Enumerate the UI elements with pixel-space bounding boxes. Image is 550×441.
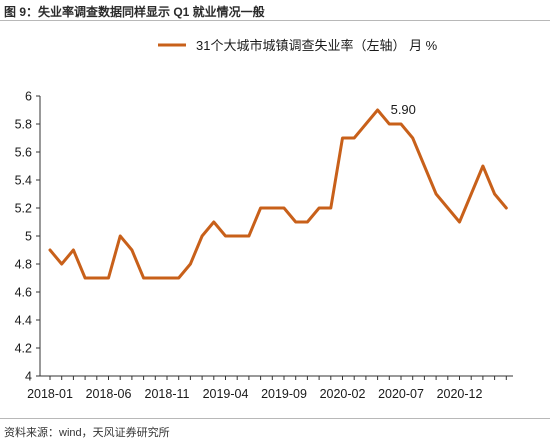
legend: 31个大城市城镇调查失业率（左轴） 月 % — [158, 38, 438, 53]
y-tick-label: 6 — [25, 90, 32, 104]
data-point — [470, 193, 473, 196]
x-tick-label: 2018-11 — [145, 387, 190, 401]
x-tick-label: 2019-04 — [203, 387, 249, 401]
data-point — [446, 207, 449, 210]
x-tick-label: 2020-02 — [320, 387, 366, 401]
x-tick-label: 2019-09 — [261, 387, 307, 401]
data-point — [95, 277, 98, 280]
data-point — [60, 263, 63, 266]
x-tick-label: 2018-01 — [27, 387, 73, 401]
data-point — [411, 137, 414, 140]
data-point — [341, 137, 344, 140]
x-tick-label: 2020-12 — [437, 387, 483, 401]
data-point — [177, 277, 180, 280]
bottom-divider — [0, 418, 550, 419]
data-point — [142, 277, 145, 280]
data-point — [388, 123, 391, 126]
data-point — [400, 123, 403, 126]
data-point — [72, 249, 75, 252]
data-point — [84, 277, 87, 280]
data-point — [458, 221, 461, 224]
data-point — [493, 193, 496, 196]
y-tick-label: 5.4 — [15, 174, 32, 188]
peak-data-label: 5.90 — [391, 102, 416, 117]
data-point — [166, 277, 169, 280]
data-point — [212, 221, 215, 224]
data-point — [481, 165, 484, 168]
data-point — [107, 277, 110, 280]
data-point — [306, 221, 309, 224]
y-tick-label: 4 — [25, 370, 32, 384]
data-point — [435, 193, 438, 196]
top-divider — [0, 20, 550, 21]
data-point — [49, 249, 52, 252]
data-point — [236, 235, 239, 238]
y-tick-label: 5.6 — [15, 146, 32, 160]
y-tick-label: 4.4 — [15, 314, 32, 328]
data-point — [154, 277, 157, 280]
y-tick-label: 4.2 — [15, 342, 32, 356]
figure-title: 图 9：失业率调查数据同样显示 Q1 就业情况一般 — [4, 5, 265, 19]
data-point — [247, 235, 250, 238]
data-point — [189, 263, 192, 266]
data-point — [318, 207, 321, 210]
data-point — [364, 123, 367, 126]
data-point — [201, 235, 204, 238]
chart-axes: 4 4.2 4.4 4.6 4.8 5 5.2 5.4 5.6 5.8 6 2018-01 2018-0… — [15, 90, 513, 401]
data-point — [259, 207, 262, 210]
y-tick-label: 5.8 — [15, 118, 32, 132]
y-tick-label: 5 — [25, 230, 32, 244]
data-point — [283, 207, 286, 210]
data-point — [271, 207, 274, 210]
x-tick-label: 2020-07 — [378, 387, 424, 401]
data-point — [224, 235, 227, 238]
plot-area: 5.90 — [48, 102, 508, 280]
data-point — [423, 165, 426, 168]
data-point — [329, 207, 332, 210]
data-point — [353, 137, 356, 140]
data-point — [130, 249, 133, 252]
y-tick-label: 4.6 — [15, 286, 32, 300]
x-tick-label: 2018-06 — [86, 387, 132, 401]
source-note: 资料来源：wind，天风证券研究所 — [4, 427, 170, 439]
data-point — [376, 109, 379, 112]
data-point — [505, 207, 508, 210]
y-tick-label: 5.2 — [15, 202, 32, 216]
series-line — [48, 108, 508, 280]
data-point — [294, 221, 297, 224]
data-point — [119, 235, 122, 238]
legend-label: 31个大城市城镇调查失业率（左轴） 月 % — [196, 38, 438, 53]
y-tick-label: 4.8 — [15, 258, 32, 272]
